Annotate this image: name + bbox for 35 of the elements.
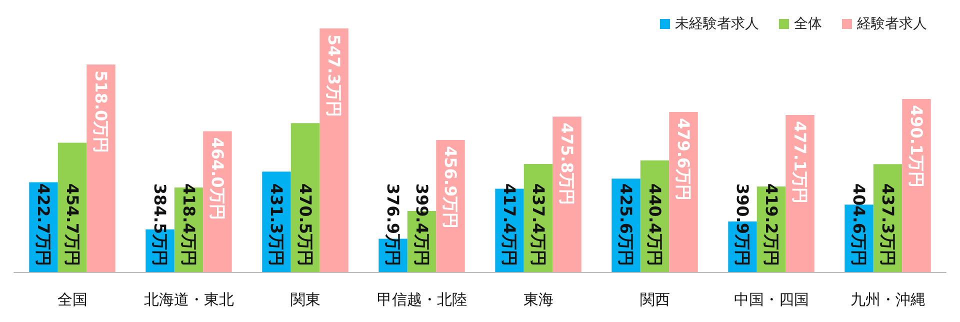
data-label: 376.9万円	[384, 183, 403, 266]
data-label: 440.4万円	[645, 183, 664, 266]
x-tick-label: 九州・沖縄	[850, 290, 926, 308]
data-label: 418.4万円	[179, 183, 198, 266]
data-label: 399.4万円	[412, 183, 432, 266]
data-label: 419.2万円	[762, 183, 781, 266]
data-label: 437.3万円	[878, 183, 898, 266]
data-label: 417.4万円	[500, 183, 520, 266]
x-tick-label: 北海道・東北	[144, 290, 234, 308]
data-label: 425.6万円	[616, 183, 636, 266]
data-label: 437.4万円	[528, 183, 548, 266]
data-label: 422.7万円	[34, 183, 54, 266]
data-label: 464.0万円	[208, 137, 227, 220]
data-label: 454.7万円	[62, 183, 82, 266]
data-label: 456.9万円	[440, 146, 460, 229]
legend-label: 全体	[794, 16, 822, 32]
data-label: 384.5万円	[150, 183, 170, 266]
data-label: 490.1万円	[906, 104, 926, 188]
x-tick-label: 関東	[290, 290, 320, 308]
x-tick-label: 関西	[640, 290, 670, 308]
data-label: 470.5万円	[296, 183, 315, 266]
data-label: 477.1万円	[790, 121, 810, 204]
data-label: 475.8万円	[557, 122, 576, 206]
x-tick-label: 甲信越・北陸	[376, 290, 467, 308]
x-tick-label: 東海	[523, 290, 554, 308]
data-label: 547.3万円	[324, 34, 344, 117]
legend-label: 未経験者求人	[675, 16, 759, 32]
legend-label: 経験者求人	[856, 16, 927, 32]
x-tick-label: 全国	[57, 290, 88, 308]
data-label: 518.0万円	[91, 70, 110, 154]
x-tick-label: 中国・四国	[734, 290, 809, 308]
data-label: 390.9万円	[733, 183, 752, 266]
data-label: 404.6万円	[850, 183, 869, 266]
data-label: 431.3万円	[267, 183, 286, 266]
data-label: 479.6万円	[674, 118, 693, 201]
